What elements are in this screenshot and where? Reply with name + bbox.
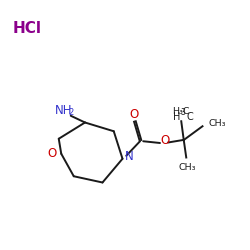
Text: CH₃: CH₃ [209,119,226,128]
Text: HCl: HCl [12,21,42,36]
Text: O: O [161,134,170,147]
Text: H: H [172,112,180,122]
Text: C: C [187,112,194,122]
Text: H₃C: H₃C [172,107,190,116]
Text: O: O [130,108,139,121]
Text: 2: 2 [68,108,73,117]
Text: 3: 3 [181,108,186,117]
Text: CH₃: CH₃ [179,163,196,172]
Text: O: O [48,147,57,160]
Text: NH: NH [54,104,72,117]
Text: N: N [125,150,134,163]
